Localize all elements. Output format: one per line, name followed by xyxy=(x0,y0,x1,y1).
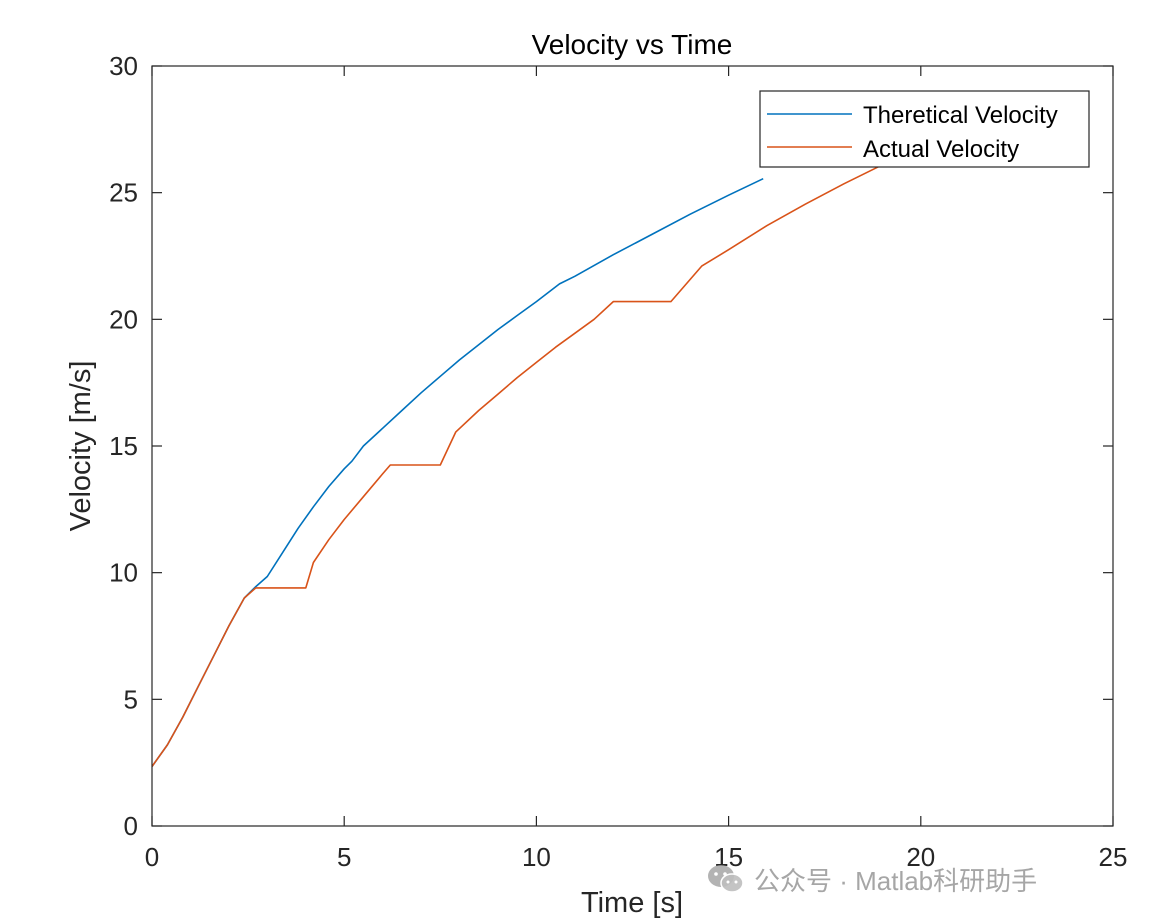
legend: Theretical Velocity Actual Velocity xyxy=(759,90,1090,168)
y-axis-label: Velocity [m/s] xyxy=(65,361,97,532)
y-tick-label: 5 xyxy=(124,684,138,714)
y-tick-label: 0 xyxy=(124,811,138,841)
series-group xyxy=(152,164,883,767)
x-tick-label: 10 xyxy=(522,842,551,872)
x-tick-label: 25 xyxy=(1099,842,1128,872)
x-axis-label: Time [s] xyxy=(581,887,683,919)
x-tick-label: 20 xyxy=(906,842,935,872)
y-tick-label: 15 xyxy=(109,431,138,461)
legend-label-theoretical: Theretical Velocity xyxy=(863,102,1058,129)
x-tick-label: 15 xyxy=(714,842,743,872)
y-tick-label: 25 xyxy=(109,178,138,208)
plot-area-background xyxy=(152,66,1113,826)
y-tick-label: 30 xyxy=(109,51,138,81)
chart-title: Velocity vs Time xyxy=(532,29,733,60)
legend-box xyxy=(759,90,1090,168)
legend-label-actual: Actual Velocity xyxy=(863,136,1019,163)
y-axis-ticks: 0 5 10 15 20 25 30 xyxy=(109,51,1113,841)
x-tick-label: 0 xyxy=(145,842,159,872)
y-tick-label: 20 xyxy=(109,304,138,334)
y-tick-label: 10 xyxy=(109,558,138,588)
series-line-actual xyxy=(152,164,883,767)
x-axis-ticks: 0 5 10 15 20 25 xyxy=(145,66,1128,872)
x-tick-label: 5 xyxy=(337,842,351,872)
